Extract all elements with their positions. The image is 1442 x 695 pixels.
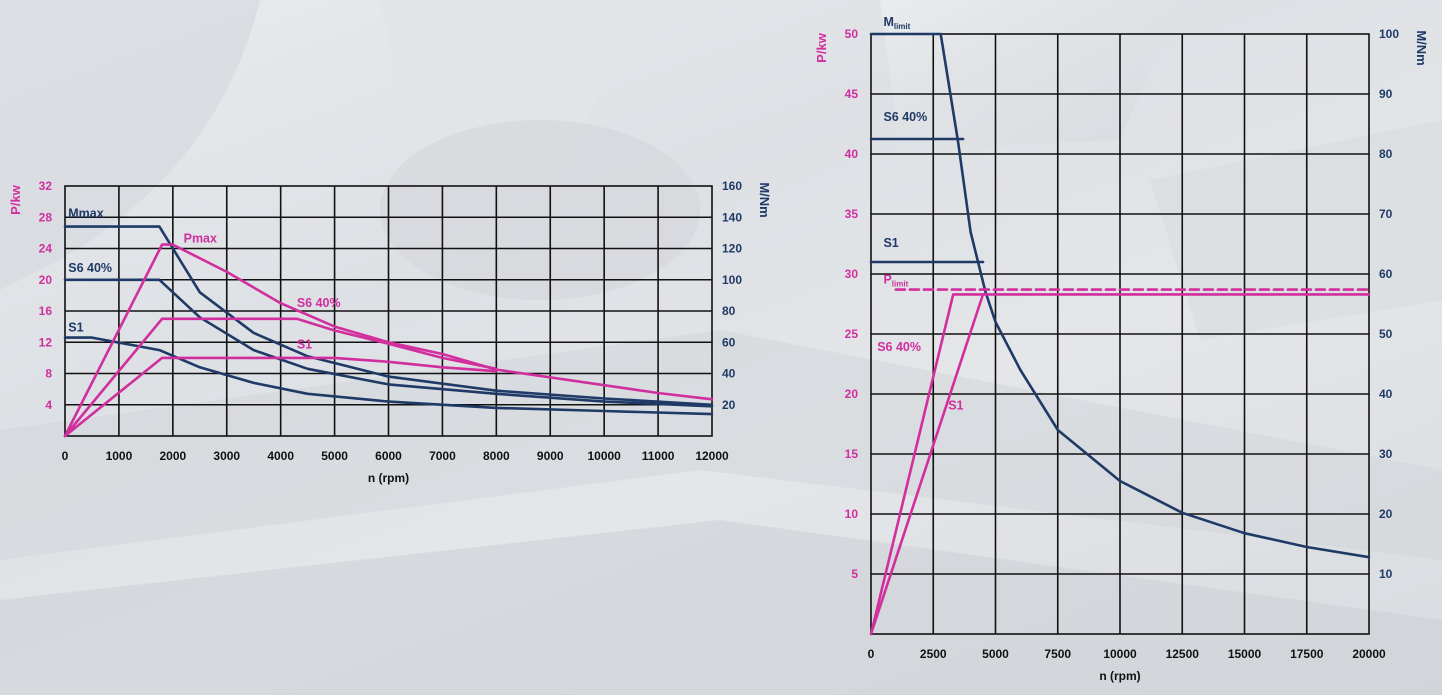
x-tick-label: 1000 — [106, 449, 133, 463]
y-right-tick-label: 40 — [1379, 387, 1393, 401]
x-tick-label: 2000 — [159, 449, 186, 463]
y-left-tick-label: 35 — [845, 207, 859, 221]
y-right-tick-label: 120 — [722, 242, 742, 256]
series-label: Pmax — [184, 231, 217, 245]
series-label-sub: limit — [894, 22, 911, 31]
series-label: S6 40% — [883, 110, 927, 124]
series-label: S6 40% — [297, 296, 341, 310]
y-right-tick-label: 20 — [722, 398, 736, 412]
y-left-tick-label: 5 — [851, 567, 858, 581]
y-right-tick-label: 50 — [1379, 327, 1393, 341]
x-tick-label: 0 — [868, 647, 875, 661]
y-right-tick-label: 60 — [722, 335, 736, 349]
grid — [64, 185, 713, 437]
x-tick-label: 15000 — [1228, 647, 1262, 661]
x-tick-label: 11000 — [642, 449, 675, 463]
series-label-sub: limit — [892, 280, 909, 289]
series-line-s1-left — [869, 293, 985, 636]
x-tick-label: 12500 — [1166, 647, 1200, 661]
x-tick-label: 7500 — [1044, 647, 1071, 661]
series-line-s6-40--right — [63, 278, 714, 408]
x-tick-label: 10000 — [1103, 647, 1137, 661]
series-label-main: M — [883, 15, 893, 29]
x-tick-label: 2500 — [920, 647, 947, 661]
x-tick-label: 17500 — [1290, 647, 1324, 661]
y-left-axis-title: P/kw — [814, 32, 829, 63]
series-label: Mmax — [68, 206, 103, 220]
x-tick-label: 20000 — [1352, 647, 1386, 661]
series-line-mlimit-right — [869, 32, 1371, 559]
series-label-main: P — [883, 273, 891, 287]
series-line-mmax-right — [63, 225, 714, 407]
y-right-tick-label: 70 — [1379, 207, 1393, 221]
y-left-tick-label: 40 — [845, 147, 859, 161]
x-tick-label: 5000 — [982, 647, 1009, 661]
series-line-s6-40--left — [869, 293, 1371, 636]
grid — [870, 33, 1370, 635]
series-label: S1 — [883, 236, 898, 250]
x-tick-label: 6000 — [375, 449, 402, 463]
series-line-s1-left — [63, 356, 498, 438]
y-left-tick-label: 12 — [39, 335, 53, 349]
y-right-tick-label: 30 — [1379, 447, 1393, 461]
y-left-tick-label: 50 — [845, 27, 859, 41]
y-left-tick-label: 10 — [845, 507, 859, 521]
y-right-axis-title: M/Nm — [1414, 30, 1429, 65]
y-left-axis-title: P/kw — [8, 184, 23, 215]
series-label: S6 40% — [68, 261, 112, 275]
left-chart: 0 1000 2000 3000 4000 5000 6000 7000 8000 9000 100… — [8, 179, 772, 485]
y-right-tick-label: 80 — [722, 304, 736, 318]
y-right-tick-label: 100 — [722, 273, 742, 287]
series-line-pmax-left — [63, 243, 714, 438]
y-left-tick-label: 8 — [45, 367, 52, 381]
y-right-tick-label: 80 — [1379, 147, 1393, 161]
y-left-tick-label: 16 — [39, 304, 53, 318]
y-left-tick-label: 24 — [39, 242, 53, 256]
y-right-tick-label: 20 — [1379, 507, 1393, 521]
y-left-tick-label: 25 — [845, 327, 859, 341]
y-left-tick-label: 4 — [45, 398, 52, 412]
series-label: S1 — [297, 338, 312, 352]
x-tick-label: 12000 — [695, 449, 729, 463]
x-axis-title: n (rpm) — [368, 471, 409, 485]
x-tick-label: 7000 — [429, 449, 456, 463]
series-line-s1-right — [63, 336, 714, 416]
y-right-tick-label: 160 — [722, 179, 742, 193]
series-label: S6 40% — [877, 340, 921, 354]
y-right-tick-label: 140 — [722, 210, 742, 224]
y-right-tick-label: 100 — [1379, 27, 1399, 41]
x-tick-label: 10000 — [587, 449, 621, 463]
x-axis-title: n (rpm) — [1099, 669, 1140, 683]
x-tick-label: 9000 — [537, 449, 564, 463]
y-right-tick-label: 10 — [1379, 567, 1393, 581]
x-tick-label: 5000 — [321, 449, 348, 463]
series-line-s6-40--left — [63, 317, 498, 438]
x-tick-label: 8000 — [483, 449, 510, 463]
y-left-tick-label: 15 — [845, 447, 859, 461]
series-label: S1 — [68, 320, 83, 334]
series-label: Plimit — [883, 273, 908, 289]
x-tick-label: 4000 — [267, 449, 294, 463]
y-left-tick-label: 28 — [39, 210, 53, 224]
series-label: Mlimit — [883, 15, 910, 31]
y-right-tick-label: 40 — [722, 367, 736, 381]
y-left-tick-label: 20 — [845, 387, 859, 401]
y-left-tick-label: 45 — [845, 87, 859, 101]
y-left-tick-label: 32 — [39, 179, 53, 193]
y-left-tick-label: 30 — [845, 267, 859, 281]
series-label: S1 — [948, 399, 963, 413]
y-right-axis-title: M/Nm — [757, 182, 772, 217]
y-left-tick-label: 20 — [39, 273, 53, 287]
x-tick-label: 0 — [62, 449, 69, 463]
x-tick-label: 3000 — [213, 449, 240, 463]
y-right-tick-label: 90 — [1379, 87, 1393, 101]
right-chart: 0 2500 5000 7500 10000 12500 15000 17500 20000 5 1… — [814, 15, 1429, 683]
y-right-tick-label: 60 — [1379, 267, 1393, 281]
